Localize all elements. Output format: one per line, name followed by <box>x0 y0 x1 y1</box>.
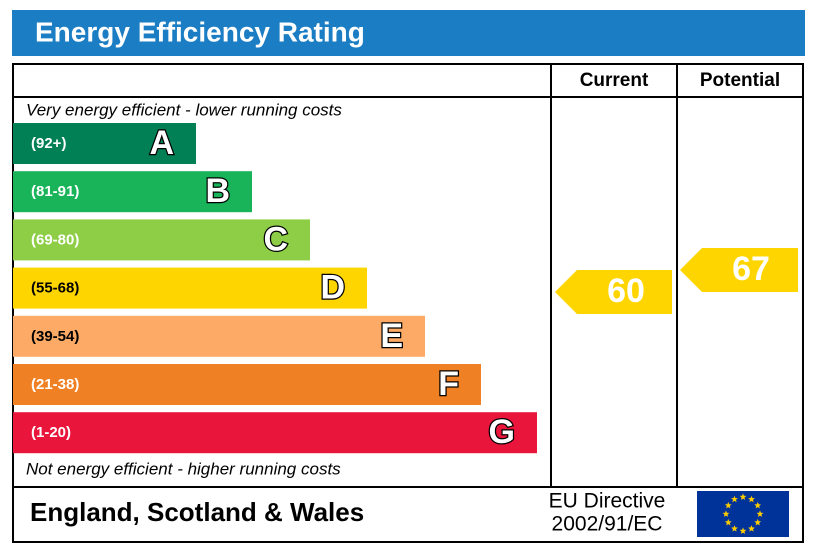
eu-star <box>724 501 732 509</box>
band-letter: B <box>205 172 230 210</box>
band-bar <box>13 267 367 309</box>
potential-arrow <box>680 248 798 292</box>
band-letter: C <box>263 220 288 258</box>
eu-stars <box>722 493 764 534</box>
band-letter: E <box>380 317 403 355</box>
eu-star <box>739 527 747 534</box>
title-bar <box>12 10 805 56</box>
band-bar <box>13 315 425 357</box>
eu-star <box>731 525 738 532</box>
eu-star <box>748 525 755 532</box>
band-letter: F <box>438 365 459 403</box>
bottom-note: Not energy efficient - higher running co… <box>26 459 341 478</box>
band-range: (55-68) <box>31 280 79 297</box>
eu-star <box>739 493 747 500</box>
eu-star <box>724 518 732 526</box>
band-range: (69-80) <box>31 231 79 248</box>
column-header: Current <box>580 70 649 91</box>
current-value: 60 <box>607 272 645 310</box>
column-header: Potential <box>700 70 780 91</box>
band-letter: G <box>489 413 515 451</box>
band-letter: D <box>320 269 345 307</box>
eu-star <box>731 495 738 503</box>
band-range: (39-54) <box>31 328 79 345</box>
eu-star <box>748 495 755 503</box>
eu-star <box>754 501 762 509</box>
directive: EU Directive <box>549 490 666 513</box>
eu-star <box>754 518 762 526</box>
top-note: Very energy efficient - lower running co… <box>26 100 342 119</box>
potential-value: 67 <box>732 250 770 288</box>
band-range: (21-38) <box>31 376 79 393</box>
title: Energy Efficiency Rating <box>35 16 365 47</box>
band-bar <box>13 412 537 454</box>
eu-star <box>722 510 730 517</box>
region: England, Scotland & Wales <box>30 497 364 527</box>
band-range: (92+) <box>31 135 66 152</box>
directive: 2002/91/EC <box>552 513 663 536</box>
band-bar <box>13 171 252 213</box>
band-range: (1-20) <box>31 424 71 441</box>
band-bar <box>13 219 310 261</box>
band-letter: A <box>149 124 174 162</box>
bands: (92+) A (81-91) B (69-80) C (55-68) D (39-54) E (2… <box>13 123 537 454</box>
band-bar <box>13 123 196 164</box>
current-arrow <box>555 270 672 314</box>
band-range: (81-91) <box>31 183 79 200</box>
eu-star <box>756 510 764 517</box>
band-bar <box>13 364 481 405</box>
